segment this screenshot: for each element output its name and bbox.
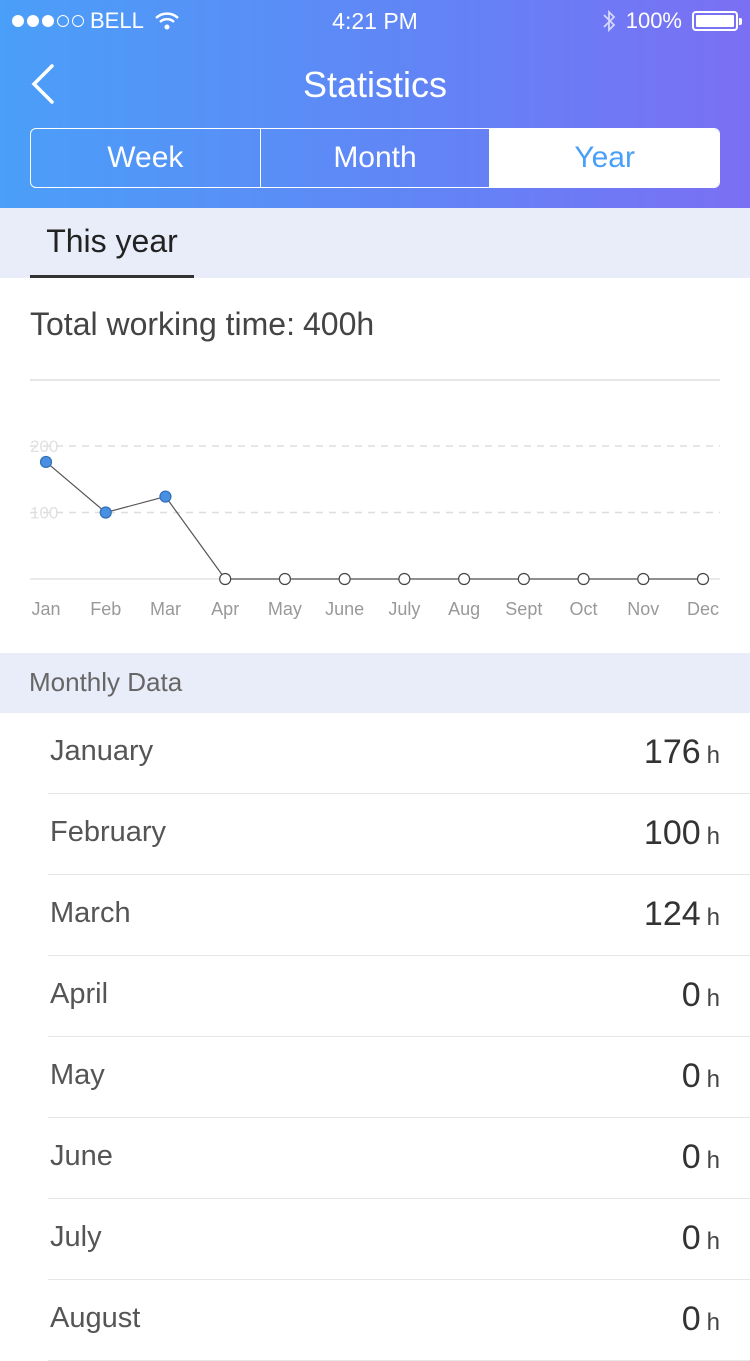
wifi-icon xyxy=(154,12,179,30)
hours-unit: h xyxy=(706,904,720,931)
data-point xyxy=(99,506,112,519)
y-tick-label: 100 xyxy=(30,504,58,523)
x-tick-label: May xyxy=(268,599,302,619)
monthly-data-list: January 176 h February 100 h March 124 h April 0 h M… xyxy=(0,713,750,1361)
hours-value: 0 xyxy=(681,1138,701,1176)
period-tab-bar: This year xyxy=(0,208,750,278)
data-point xyxy=(696,572,710,586)
data-point xyxy=(159,490,172,503)
month-hours: 124 h xyxy=(644,895,720,934)
hours-value: 0 xyxy=(681,1300,701,1338)
x-tick-label: Sept xyxy=(505,599,542,619)
hours-unit: h xyxy=(706,742,720,769)
period-segmented-control: Week Month Year xyxy=(30,128,720,188)
x-tick-label: Nov xyxy=(627,599,659,619)
battery-icon xyxy=(692,11,742,31)
segment-week[interactable]: Week xyxy=(107,141,184,174)
total-label: Total working time: xyxy=(30,306,295,342)
x-tick-label: Mar xyxy=(150,599,181,619)
month-name: May xyxy=(50,1059,105,1091)
month-name: August xyxy=(50,1302,141,1334)
x-tick-label: Aug xyxy=(448,599,480,619)
x-tick-label: Dec xyxy=(687,599,719,619)
data-point xyxy=(577,572,590,586)
battery-percent: 100% xyxy=(625,8,682,33)
month-name: March xyxy=(50,897,131,929)
data-point xyxy=(517,572,530,586)
status-bar: BELL 4:21 PM 100% xyxy=(0,0,750,40)
hours-unit: h xyxy=(706,985,720,1012)
y-tick-label: 200 xyxy=(30,437,58,456)
signal-strength-icon xyxy=(12,15,84,27)
month-row: January 176 h xyxy=(48,713,750,794)
data-point xyxy=(219,572,232,586)
segment-month[interactable]: Month xyxy=(259,129,490,187)
month-hours: 176 h xyxy=(644,733,720,772)
data-point xyxy=(637,572,650,586)
hours-unit: h xyxy=(706,1309,720,1336)
data-point xyxy=(398,572,411,586)
hours-unit: h xyxy=(706,1066,720,1093)
month-hours: 100 h xyxy=(644,814,720,853)
month-name: January xyxy=(50,735,154,767)
data-point xyxy=(457,572,471,586)
x-tick-label: Apr xyxy=(211,599,239,619)
hours-value: 0 xyxy=(681,976,701,1014)
hours-value: 124 xyxy=(643,895,701,933)
back-chevron-icon[interactable] xyxy=(28,62,58,106)
data-point xyxy=(278,572,292,586)
nav-bar: Statistics xyxy=(0,40,750,128)
month-row: June 0 h xyxy=(48,1118,750,1199)
hours-value: 100 xyxy=(643,814,701,852)
data-point xyxy=(338,572,351,586)
month-row: April 0 h xyxy=(48,956,750,1037)
month-name: February xyxy=(50,816,167,848)
month-row: August 0 h xyxy=(48,1280,750,1361)
month-row: February 100 h xyxy=(48,794,750,875)
hours-value: 0 xyxy=(681,1219,701,1257)
series-line xyxy=(45,461,703,580)
bluetooth-icon xyxy=(603,9,615,33)
page-title: Statistics xyxy=(302,64,448,105)
x-tick-label: July xyxy=(388,599,420,619)
month-row: May 0 h xyxy=(48,1037,750,1118)
total-working-time: Total working time: 400h xyxy=(30,306,374,343)
header-bar: BELL 4:21 PM 100% Statistics Week Month … xyxy=(0,0,750,208)
x-tick-label: June xyxy=(325,599,364,619)
divider xyxy=(30,379,720,381)
segment-year[interactable]: Year xyxy=(489,129,719,187)
x-tick-label: Feb xyxy=(90,599,121,619)
data-point xyxy=(39,455,53,469)
monthly-hours-line-chart: 100 200 Jan Feb Mar Apr May June July Aug Sept Oct N… xyxy=(30,437,720,619)
x-tick-label: Jan xyxy=(31,599,60,619)
clock: 4:21 PM xyxy=(332,8,418,34)
section-header: Monthly Data xyxy=(0,653,750,713)
hours-value: 176 xyxy=(643,733,701,771)
total-value: 400h xyxy=(302,306,375,342)
section-title: Monthly Data xyxy=(29,667,183,697)
hours-unit: h xyxy=(706,1147,720,1174)
tab-this-year[interactable]: This year xyxy=(30,208,194,278)
hours-unit: h xyxy=(706,823,720,850)
hours-unit: h xyxy=(706,1228,720,1255)
x-tick-label: Oct xyxy=(570,599,598,619)
month-row: March 124 h xyxy=(48,875,750,956)
month-name: June xyxy=(50,1140,113,1172)
hours-value: 0 xyxy=(681,1057,701,1095)
carrier-label: BELL xyxy=(90,8,144,33)
month-name: April xyxy=(50,978,109,1010)
month-name: July xyxy=(50,1221,102,1253)
month-row: July 0 h xyxy=(48,1199,750,1280)
